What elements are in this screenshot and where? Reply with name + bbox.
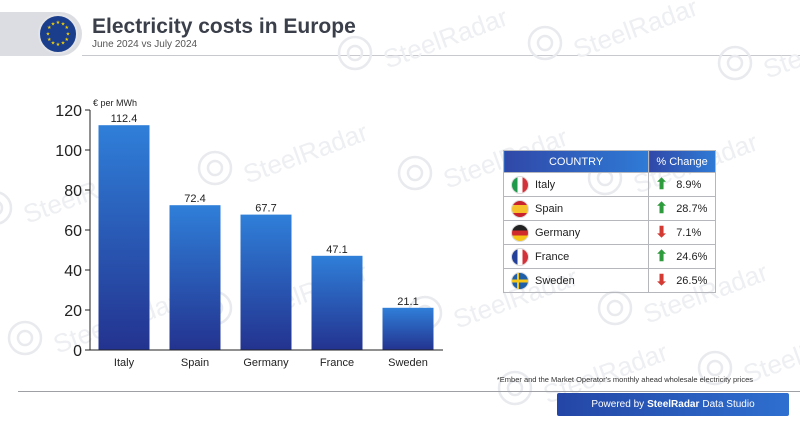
y-tick-label: 20 bbox=[64, 303, 82, 320]
arrow-up-icon: ⬆ bbox=[655, 247, 668, 265]
svg-text:★: ★ bbox=[66, 32, 71, 38]
bar-germany bbox=[240, 214, 292, 350]
bar-value-label: 72.4 bbox=[184, 193, 205, 205]
change-cell: ⬆ 8.9% bbox=[648, 172, 716, 197]
svg-text:★: ★ bbox=[61, 21, 66, 27]
change-cell: ⬆ 24.6% bbox=[648, 244, 716, 269]
y-tick-label: 40 bbox=[64, 263, 82, 280]
table-row: France ⬆ 24.6% bbox=[502, 244, 716, 269]
bar-france bbox=[311, 255, 363, 350]
y-tick-label: 80 bbox=[64, 183, 82, 200]
change-cell: ⬆ 28.7% bbox=[648, 196, 716, 221]
arrow-up-icon: ⬆ bbox=[655, 175, 668, 193]
country-name: Sweden bbox=[535, 274, 575, 287]
country-name: Spain bbox=[535, 202, 564, 215]
svg-text:★: ★ bbox=[46, 32, 51, 38]
change-value: 8.9% bbox=[676, 178, 702, 191]
change-value: 26.5% bbox=[676, 274, 708, 287]
y-tick-label: 100 bbox=[55, 143, 82, 160]
eu-flag-icon: ★ ★ ★ ★ ★ ★ ★ ★ ★ ★ ★ ★ bbox=[38, 14, 78, 54]
y-axis-label: € per MWh bbox=[93, 98, 137, 108]
country-change-table: COUNTRY % Change Italy ⬆ 8.9% Spain ⬆ 28.7% Ge… bbox=[502, 150, 716, 293]
y-tick-label: 0 bbox=[73, 343, 82, 360]
france-flag-icon bbox=[511, 247, 529, 266]
bar-value-label: 112.4 bbox=[111, 113, 138, 125]
country-cell: Italy bbox=[502, 172, 650, 197]
page-subtitle: June 2024 vs July 2024 bbox=[92, 39, 198, 50]
germany-flag-icon bbox=[511, 223, 529, 242]
x-tick-label: Sweden bbox=[388, 357, 428, 369]
arrow-down-icon: ⬇ bbox=[655, 271, 668, 289]
footer-divider bbox=[18, 391, 800, 392]
change-cell: ⬇ 7.1% bbox=[648, 220, 716, 245]
change-value: 7.1% bbox=[676, 226, 702, 239]
sweden-flag-icon bbox=[511, 271, 529, 290]
spain-flag-icon bbox=[511, 199, 529, 218]
header: ★ ★ ★ ★ ★ ★ ★ ★ ★ ★ ★ ★ Electricity costs in Eur… bbox=[0, 0, 800, 62]
change-value: 24.6% bbox=[676, 250, 708, 263]
country-cell: Germany bbox=[502, 220, 650, 245]
country-cell: Sweden bbox=[502, 268, 650, 293]
country-column-header: COUNTRY bbox=[502, 150, 650, 173]
svg-text:★: ★ bbox=[64, 25, 69, 31]
table-row: Spain ⬆ 28.7% bbox=[502, 196, 716, 221]
table-header-row: COUNTRY % Change bbox=[502, 150, 716, 173]
powered-by-banner: Powered by SteelRadar Data Studio bbox=[557, 393, 789, 416]
y-tick-label: 120 bbox=[55, 103, 82, 120]
bar-value-label: 67.7 bbox=[255, 203, 276, 215]
table-row: Sweden ⬇ 26.5% bbox=[502, 268, 716, 293]
bar-italy bbox=[98, 125, 150, 350]
change-cell: ⬇ 26.5% bbox=[648, 268, 716, 293]
x-tick-label: Germany bbox=[243, 357, 289, 369]
svg-text:★: ★ bbox=[51, 21, 56, 27]
country-name: France bbox=[535, 250, 570, 263]
x-tick-label: France bbox=[320, 357, 354, 369]
header-divider bbox=[82, 55, 800, 56]
x-tick-label: Spain bbox=[181, 357, 209, 369]
bar-sweden bbox=[382, 307, 434, 350]
svg-text:★: ★ bbox=[51, 41, 56, 47]
country-name: Italy bbox=[535, 178, 556, 191]
svg-text:★: ★ bbox=[61, 41, 66, 47]
change-value: 28.7% bbox=[676, 202, 708, 215]
svg-text:★: ★ bbox=[47, 37, 52, 43]
footer-suffix: Data Studio bbox=[702, 399, 755, 410]
bar-spain bbox=[169, 205, 221, 350]
table-row: Germany ⬇ 7.1% bbox=[502, 220, 716, 245]
arrow-down-icon: ⬇ bbox=[655, 223, 668, 241]
svg-text:★: ★ bbox=[56, 20, 61, 26]
x-tick-label: Italy bbox=[114, 357, 135, 369]
svg-text:★: ★ bbox=[64, 37, 69, 43]
country-cell: Spain bbox=[502, 196, 650, 221]
footer-prefix: Powered by bbox=[591, 399, 645, 410]
country-name: Germany bbox=[535, 226, 581, 239]
bar-value-label: 47.1 bbox=[326, 244, 347, 256]
table-row: Italy ⬆ 8.9% bbox=[502, 172, 716, 197]
italy-flag-icon bbox=[511, 175, 529, 194]
svg-text:★: ★ bbox=[56, 42, 61, 48]
country-cell: France bbox=[502, 244, 650, 269]
change-column-header: % Change bbox=[648, 150, 716, 173]
footer-brand: SteelRadar bbox=[647, 399, 700, 410]
y-tick-label: 60 bbox=[64, 223, 82, 240]
footnote: *Ember and the Market Operator's monthly… bbox=[496, 375, 753, 384]
svg-text:★: ★ bbox=[47, 25, 52, 31]
arrow-up-icon: ⬆ bbox=[655, 199, 668, 217]
bar-value-label: 21.1 bbox=[397, 296, 418, 308]
page-title: Electricity costs in Europe bbox=[92, 15, 356, 38]
